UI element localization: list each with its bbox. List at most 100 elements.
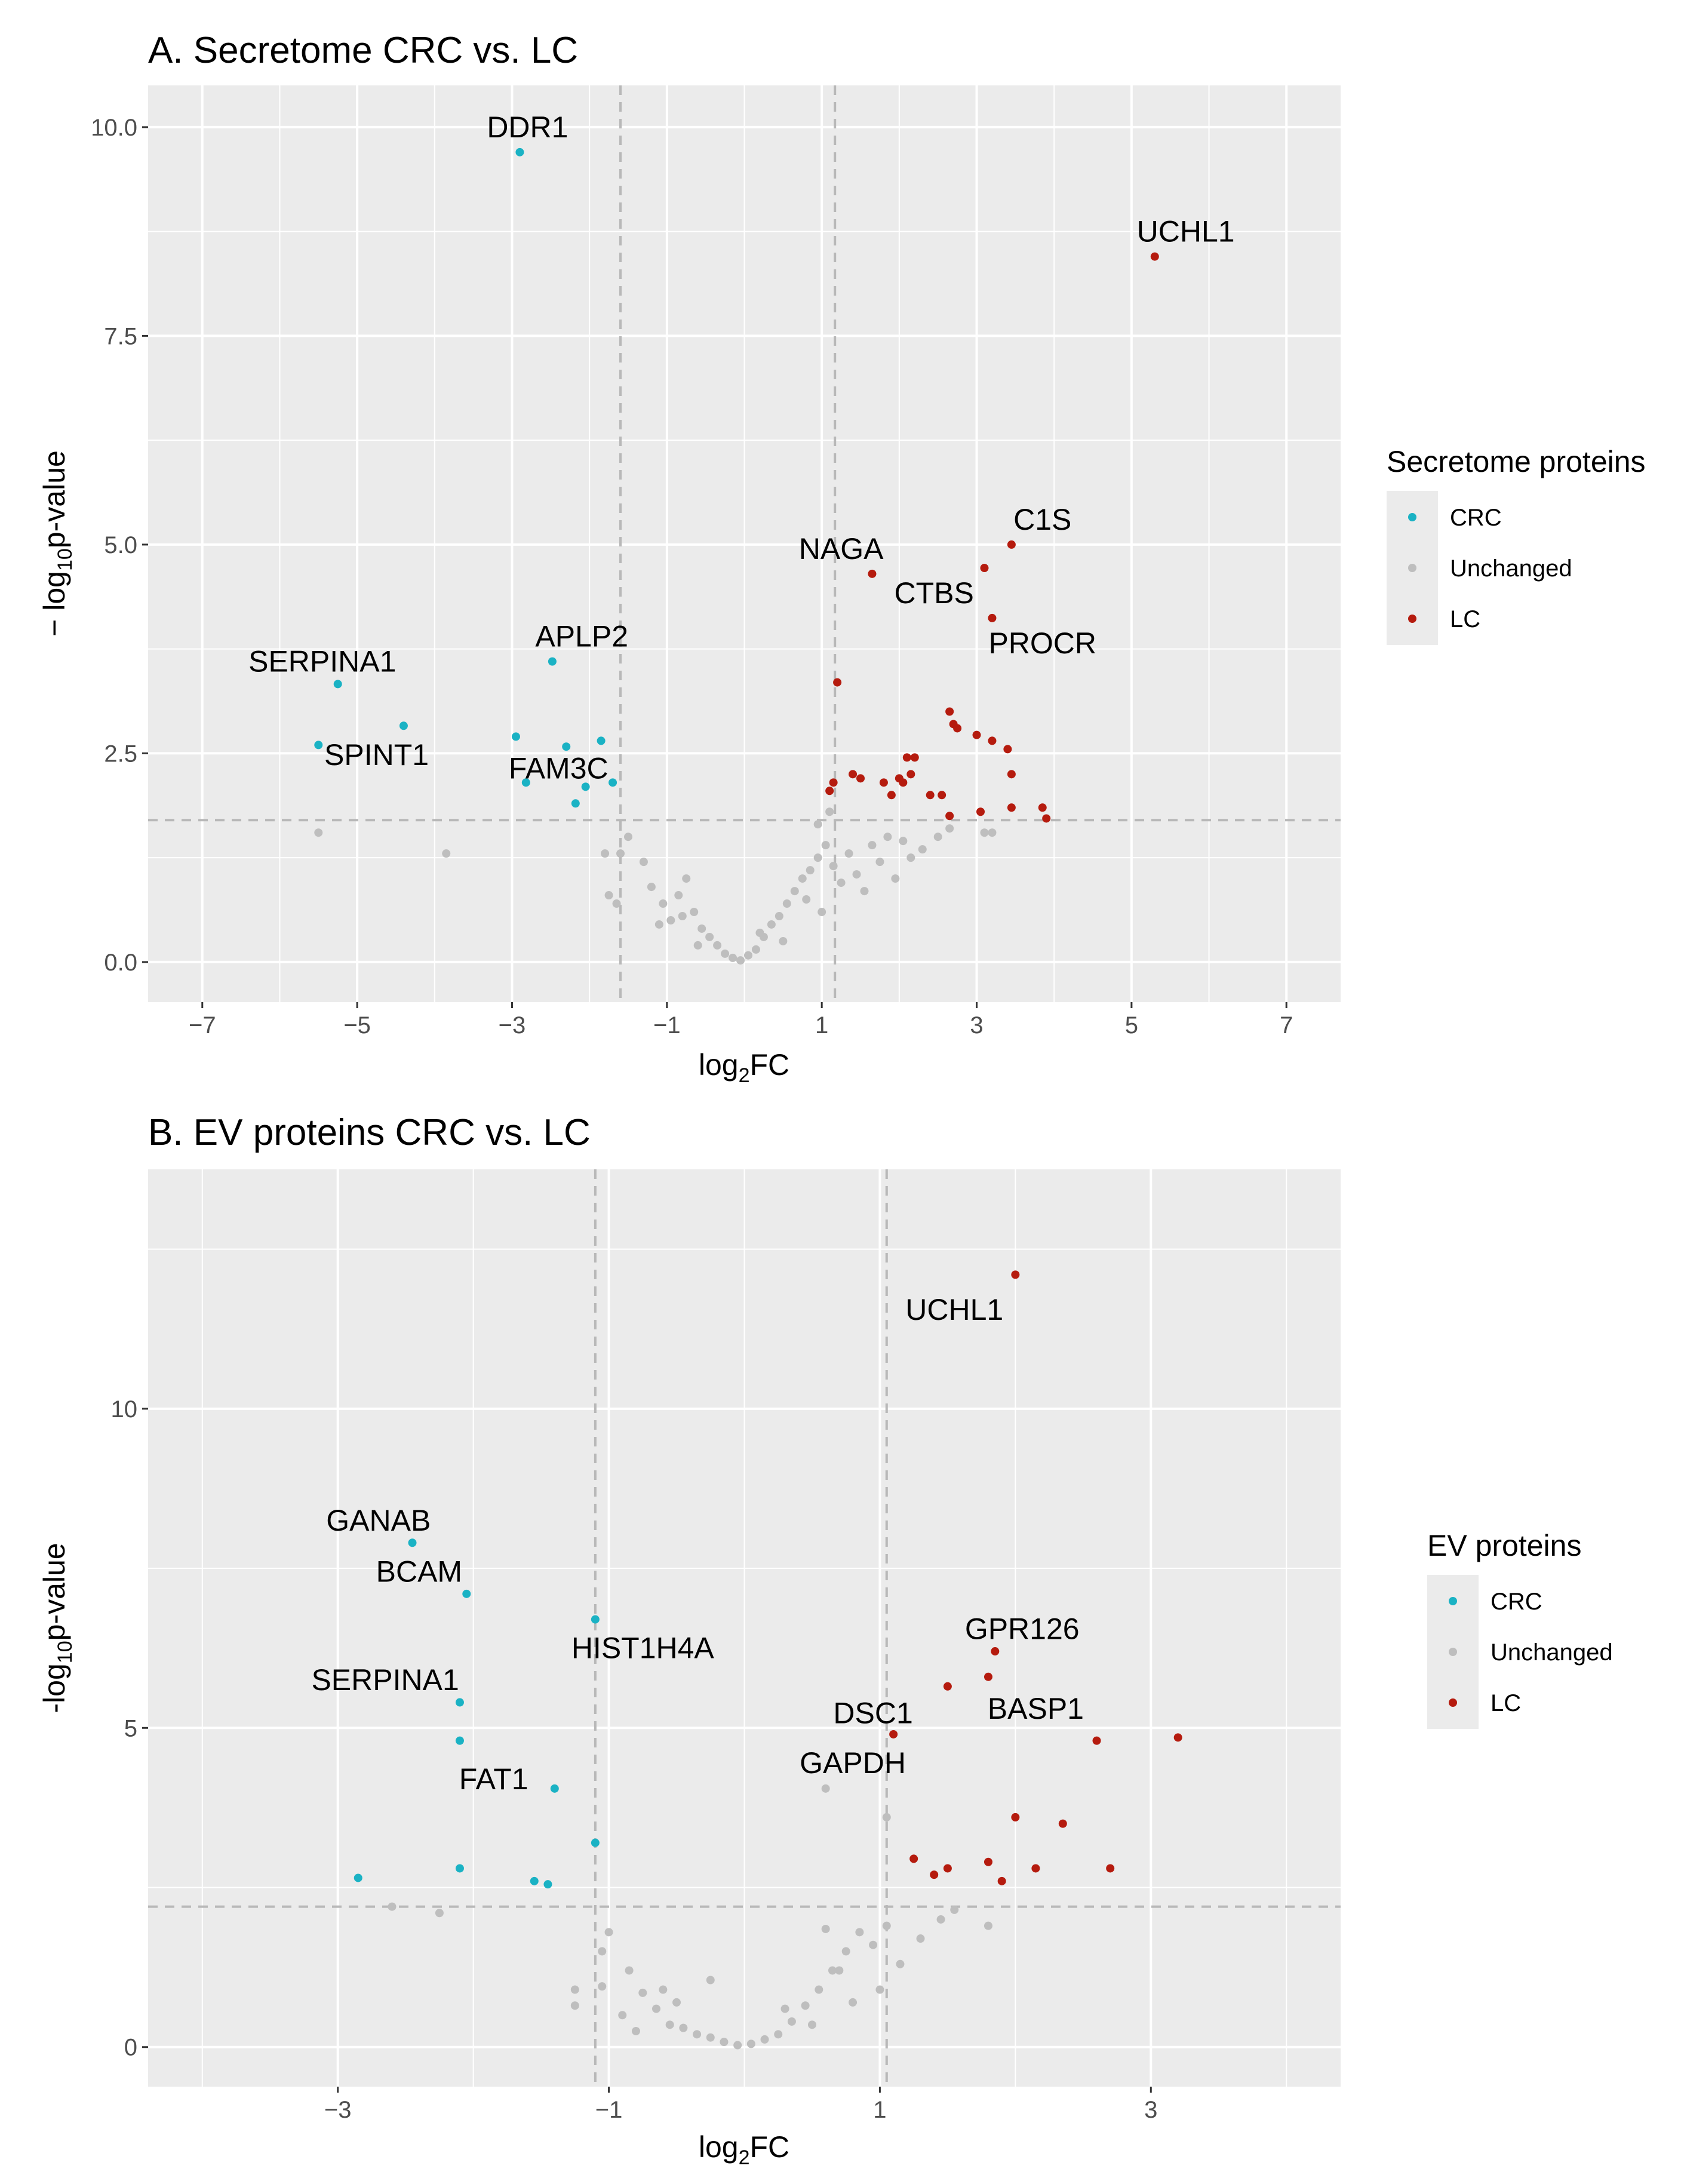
data-point-unchanged <box>682 874 691 883</box>
data-point-unchanged <box>672 1998 681 2007</box>
data-point-unchanged <box>787 2017 796 2026</box>
data-point-lc <box>1092 1736 1101 1745</box>
x-tick-label: 7 <box>1280 1012 1293 1039</box>
panel-b-points <box>354 1270 1182 2050</box>
data-point-crc <box>548 657 557 666</box>
data-point-lc <box>997 1876 1006 1885</box>
panel-b-ticks: −3 −1 1 3 0 5 10 <box>111 1396 1158 2123</box>
data-point-crc <box>550 1784 559 1793</box>
data-point-unchanged <box>705 932 714 941</box>
data-point-crc <box>591 1615 600 1624</box>
data-point-unchanged <box>780 2004 789 2013</box>
point-label: CTBS <box>895 576 974 610</box>
data-point-lc <box>906 770 915 779</box>
y-tick-label: 7.5 <box>104 323 137 349</box>
point-label: FAT1 <box>459 1762 528 1796</box>
data-point-unchanged <box>883 833 892 841</box>
data-point-lc <box>902 753 911 762</box>
data-point-unchanged <box>869 1940 878 1949</box>
data-point-crc <box>354 1873 362 1882</box>
panel-a-x-axis-label: log2FC <box>699 1048 789 1087</box>
panel-b-legend-key-unchanged <box>1449 1648 1457 1656</box>
data-point-unchanged <box>782 899 791 908</box>
data-point-unchanged <box>855 1928 864 1937</box>
data-point-crc <box>333 680 342 689</box>
panel-b-x-axis-label: log2FC <box>699 2130 789 2169</box>
panel-b-title: B. EV proteins CRC vs. LC <box>148 1112 591 1153</box>
data-point-lc <box>1042 814 1051 823</box>
data-point-unchanged <box>693 941 702 950</box>
x-tick-label: −3 <box>324 2097 352 2123</box>
data-point-unchanged <box>802 895 811 904</box>
point-label: UCHL1 <box>1137 215 1235 248</box>
panel-a-point-labels: DDR1 UCHL1 C1S NAGA CTBS PROCR APLP2 SERPINA1 SP… <box>248 110 1235 785</box>
data-point-lc <box>930 1870 939 1879</box>
x-tick-label: −1 <box>595 2097 623 2123</box>
data-point-lc <box>976 807 985 816</box>
data-point-unchanged <box>612 899 621 908</box>
panel-a-legend-title: Secretome proteins <box>1387 445 1646 478</box>
data-point-crc <box>609 778 617 787</box>
data-point-crc <box>521 778 530 787</box>
data-point-unchanged <box>818 908 826 917</box>
data-point-lc <box>926 791 935 800</box>
data-point-crc <box>455 1864 464 1873</box>
data-point-unchanged <box>598 1982 607 1991</box>
data-point-lc <box>980 564 989 573</box>
panel-a-legend-key-unchanged <box>1408 564 1416 572</box>
data-point-lc <box>1150 252 1159 261</box>
data-point-unchanged <box>984 1921 992 1930</box>
data-point-unchanged <box>760 2035 769 2044</box>
data-point-unchanged <box>666 916 675 924</box>
y-tick-label: 0.0 <box>104 950 137 976</box>
data-point-unchanged <box>891 874 900 883</box>
data-point-lc <box>1173 1733 1182 1742</box>
point-label: APLP2 <box>535 620 628 653</box>
data-point-unchanged <box>729 953 737 962</box>
data-point-unchanged <box>665 2020 674 2029</box>
panel-a-legend-crc: CRC <box>1450 505 1502 531</box>
point-label: SERPINA1 <box>311 1663 459 1697</box>
point-label: SERPINA1 <box>248 645 396 678</box>
data-point-unchanged <box>835 1966 844 1975</box>
data-point-unchanged <box>950 1905 959 1914</box>
data-point-unchanged <box>733 2041 742 2050</box>
data-point-unchanged <box>852 870 861 879</box>
data-point-unchanged <box>849 1998 858 2007</box>
data-point-unchanged <box>647 883 656 892</box>
point-label: BCAM <box>376 1555 462 1588</box>
x-tick-label: 1 <box>873 2097 886 2123</box>
panel-b-y-axis-label: -log10p-value <box>38 1543 76 1713</box>
data-point-lc <box>984 1857 992 1866</box>
data-point-unchanged <box>435 1909 444 1918</box>
data-point-lc <box>1011 1813 1020 1821</box>
panel-a-legend-key-lc <box>1408 615 1416 623</box>
x-tick-label: −7 <box>189 1012 216 1039</box>
data-point-crc <box>562 742 571 751</box>
data-point-crc <box>511 732 520 741</box>
data-point-lc <box>988 613 997 622</box>
panel-a-legend-lc: LC <box>1450 606 1480 632</box>
data-point-lc <box>1058 1819 1067 1828</box>
data-point-unchanged <box>678 912 687 921</box>
data-point-unchanged <box>631 2027 640 2036</box>
x-tick-label: 3 <box>1144 2097 1157 2123</box>
data-point-unchanged <box>690 908 699 917</box>
panel-a-ticks: −7 −5 −3 −1 1 3 5 7 0.0 2.5 5.0 7.5 10.0 <box>91 115 1293 1039</box>
y-tick-label: 2.5 <box>104 741 137 767</box>
data-point-lc <box>899 778 908 787</box>
point-label: NAGA <box>799 532 884 566</box>
data-point-crc <box>399 721 408 730</box>
data-point-unchanged <box>721 949 730 958</box>
data-point-crc <box>408 1538 417 1547</box>
point-label: GAPDH <box>800 1746 906 1780</box>
data-point-unchanged <box>604 1928 613 1937</box>
data-point-unchanged <box>844 849 853 858</box>
data-point-unchanged <box>801 2001 810 2010</box>
data-point-unchanged <box>314 828 323 837</box>
data-point-unchanged <box>623 833 632 841</box>
data-point-unchanged <box>790 887 799 896</box>
data-point-unchanged <box>807 2020 816 2029</box>
data-point-unchanged <box>933 833 942 841</box>
